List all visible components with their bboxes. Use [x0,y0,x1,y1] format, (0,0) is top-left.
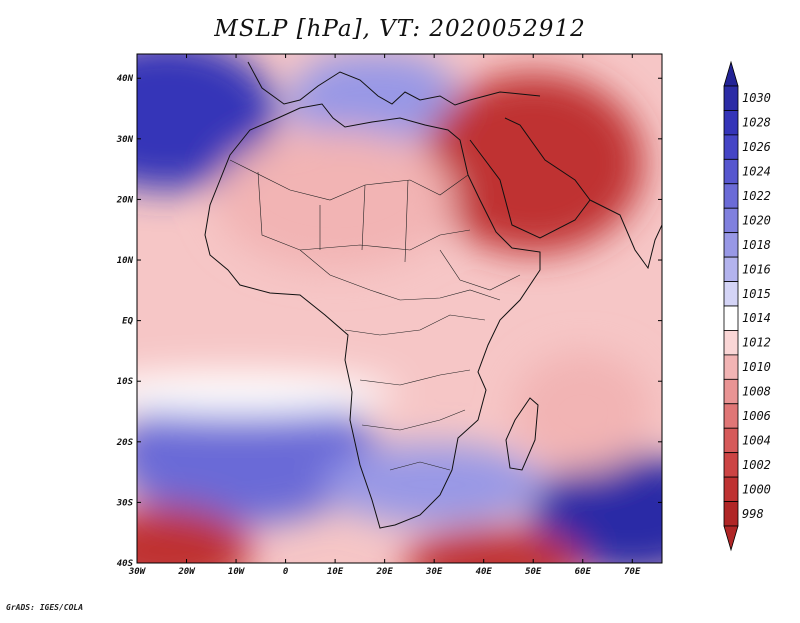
lon-label: 50E [525,567,542,577]
colorbar-label: 1026 [742,140,771,154]
lon-label: 30E [425,567,443,577]
lon-label: 0 [283,567,289,577]
map-frame [136,53,663,564]
colorbar: 1030 1028 1026 1024 1022 1020 1018 1016 1015 1014… [723,60,771,552]
colorbar-swatch [723,85,739,111]
colorbar-swatch [723,232,739,258]
colorbar-label: 1024 [742,165,771,179]
colorbar-swatch [723,501,739,527]
colorbar-swatch [723,378,739,405]
colorbar-label: 1020 [742,213,771,227]
southern-africa-high [324,444,545,525]
colorbar-swatch [723,403,739,429]
colorbar-label: 1030 [742,91,771,105]
arabia-coastline [469,117,591,239]
colorbar-swatch [723,281,739,307]
lat-label: 20S [116,438,134,448]
colorbar-label: 1008 [742,385,771,399]
pressure-field [137,54,662,563]
colorbar-label: 1015 [742,287,771,301]
country-borders [229,159,521,471]
colorbar-label: 1002 [742,458,771,472]
colorbar-swatch [723,158,739,185]
colorbar-label: 1012 [742,336,771,350]
grads-credit: GrADS: IGES/COLA [6,603,84,612]
lat-label: 30N [116,135,134,145]
colorbar-label: 1018 [742,238,771,252]
west-indian-ocean-area [512,351,653,472]
south-atlantic-high-area [137,383,376,524]
colorbar-label: 1006 [742,409,771,423]
asia-coastline [589,199,662,270]
colorbar-swatch [723,207,739,234]
map-title: MSLP [hPa], VT: 2020052912 [214,16,586,42]
colorbar-swatch [723,452,739,478]
europe-coastline [247,61,541,106]
colorbar-swatch [723,134,739,160]
colorbar-bottom-arrow [723,525,739,552]
colorbar-swatch [723,183,739,209]
europe-high [304,54,445,93]
madagascar-coastline [505,397,539,471]
colorbar-swatch [723,330,739,356]
colorbar-label: 1014 [742,311,771,325]
colorbar-label: 1022 [742,189,771,203]
lon-label: 20E [376,567,394,577]
equatorial-atlantic-band [137,371,397,416]
colorbar-top-arrow [723,60,739,87]
colorbar-swatch [723,305,739,331]
map-axes: 30W 20W 10W 0 10E 20E 30E 40E 50E 60E 70E 40N 30N 20N… [116,54,662,577]
southern-low-west-area [137,505,252,563]
lon-label: 40E [476,567,493,577]
lon-label: 10E [327,567,344,577]
coastlines-and-borders [204,61,662,529]
lat-label: 30S [116,498,134,508]
lat-label: 40S [117,559,134,569]
lon-label: 70E [624,567,641,577]
colorbar-label: 1016 [742,262,771,276]
southern-low-east-area [403,528,584,563]
indian-ocean-high-area [532,454,662,563]
lat-label: 20N [116,195,134,205]
lat-label: 10S [117,377,134,387]
sahara-low-area [215,129,456,270]
lon-label: 10W [228,567,246,577]
colorbar-label: 1010 [742,360,771,374]
colorbar-swatch [723,256,739,282]
colorbar-label: 998 [742,507,764,521]
africa-coastline [204,103,541,529]
colorbar-label: 1000 [742,482,771,496]
colorbar-swatch [723,427,739,454]
lat-label: EQ [122,317,133,327]
colorbar-label: 1028 [742,116,771,130]
lat-label: 10N [117,256,134,266]
lon-label: 60E [575,567,592,577]
colorbar-swatch [723,110,739,136]
lon-label: 20W [177,567,196,577]
colorbar-label: 1004 [742,433,771,447]
colorbar-swatch [723,354,739,380]
lon-label: 30W [128,567,147,577]
colorbar-swatch [723,476,739,502]
arabian-heat-low-area [423,73,644,254]
lat-label: 40N [117,74,134,84]
